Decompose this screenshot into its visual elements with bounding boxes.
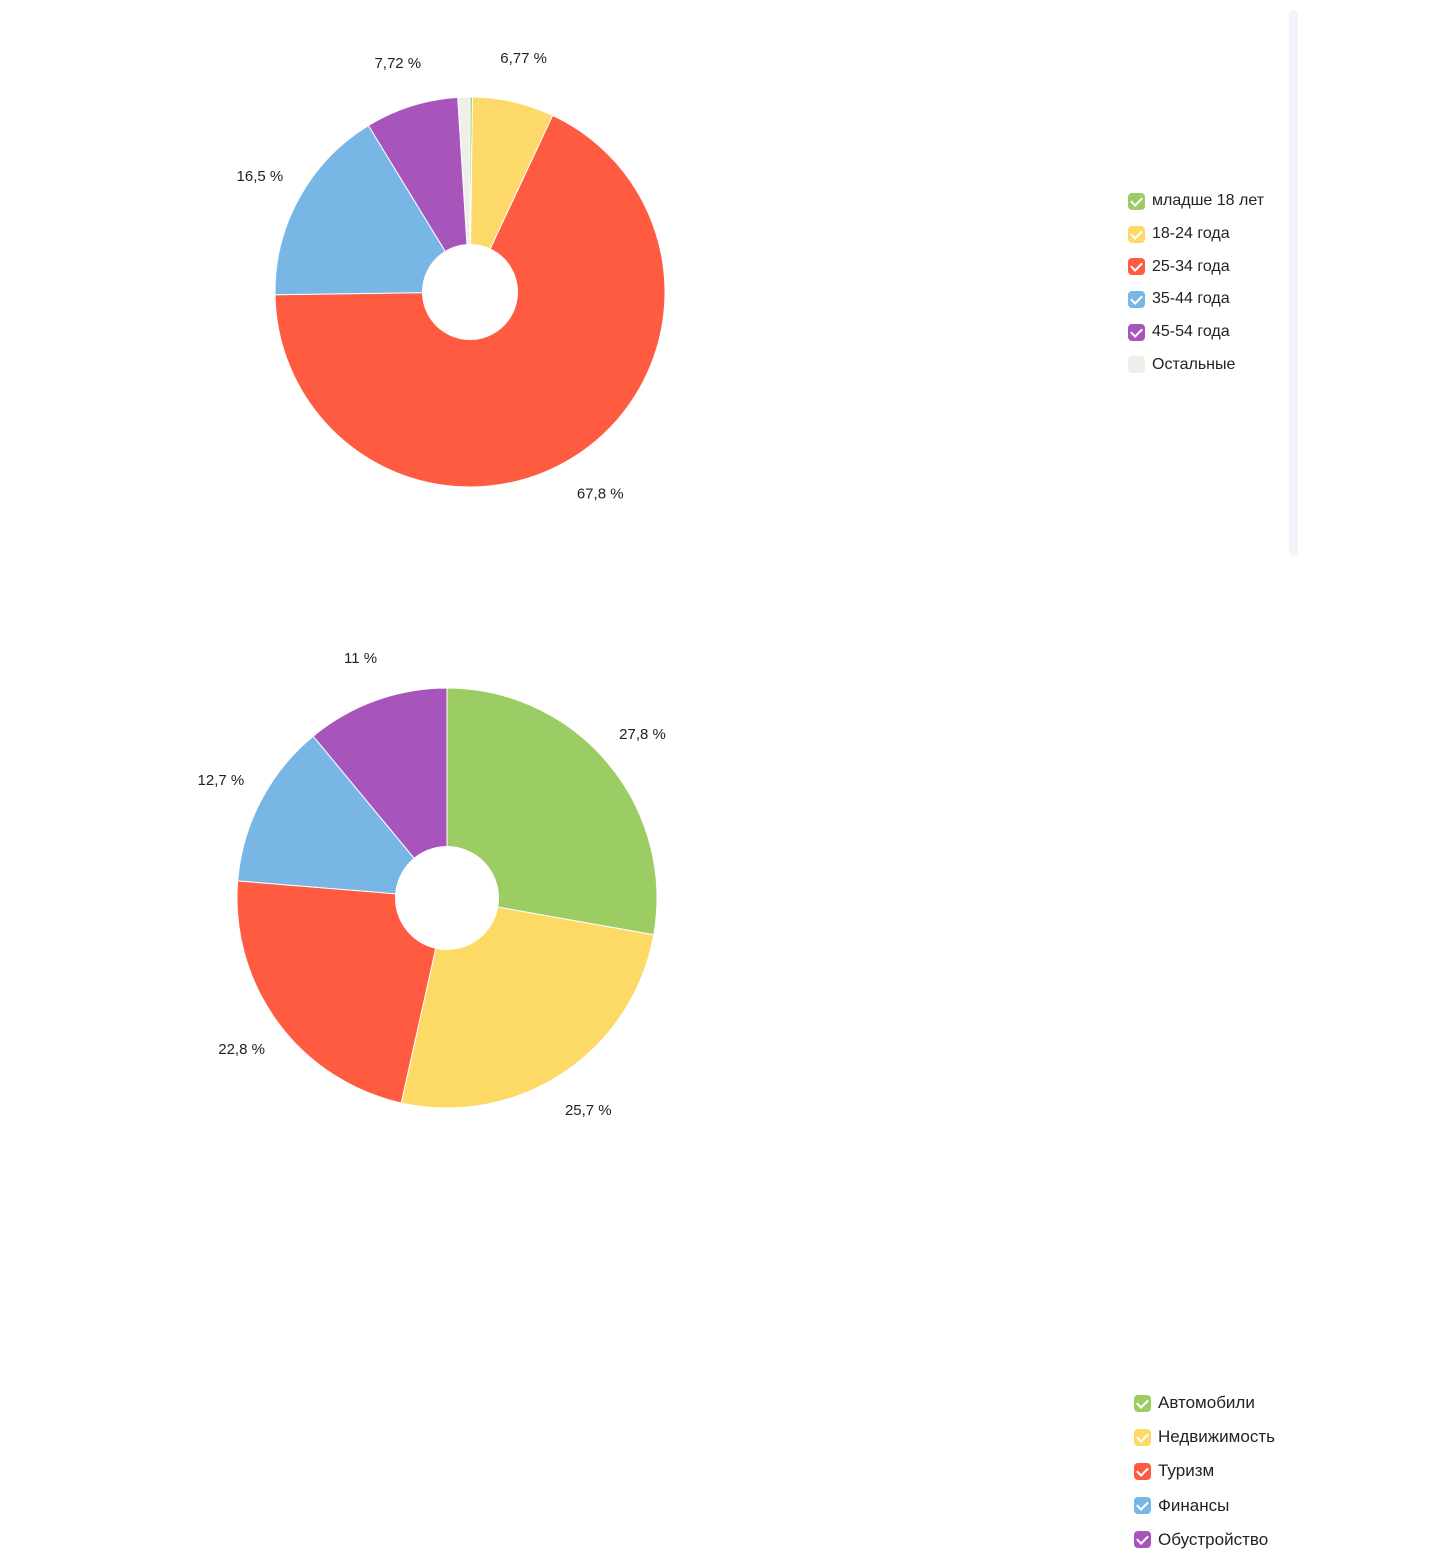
age-legend-item-5[interactable]: 45-54 года	[1128, 316, 1264, 349]
legend-label: Туризм	[1158, 1461, 1215, 1481]
age-slice-5[interactable]	[367, 96, 471, 293]
interest-slice-5-label: 11 %	[344, 650, 377, 667]
interest-donut-hole	[395, 846, 499, 950]
interest-slice-3-label: 22,8 %	[218, 1041, 265, 1058]
age-donut-hole	[422, 244, 518, 340]
age-legend-item-3[interactable]: 25-34 года	[1128, 250, 1264, 283]
interests-donut-chart: 27,8 % 25,7 % 22,8 % 12,7 % 11 %	[198, 650, 666, 1119]
interest-slice-5[interactable]	[312, 687, 448, 900]
interest-slice-4-label: 12,7 %	[198, 772, 245, 789]
age-slice-6[interactable]	[457, 96, 471, 293]
legend-label: Недвижимость	[1158, 1427, 1275, 1447]
legend-label: 25-34 года	[1152, 257, 1230, 275]
checkbox-icon[interactable]	[1128, 290, 1145, 308]
age-legend-item-1[interactable]: младше 18 лет	[1128, 185, 1264, 218]
interest-slice-1-label: 27,8 %	[619, 726, 666, 743]
interest-legend-item-5[interactable]: Обустройство	[1134, 1523, 1275, 1557]
interest-legend-item-4[interactable]: Финансы	[1134, 1489, 1275, 1523]
interest-legend-item-2[interactable]: Недвижимость	[1134, 1420, 1275, 1454]
checkbox-icon[interactable]	[1134, 1462, 1151, 1480]
age-legend: младше 18 лет 18-24 года 25-34 года 35-44 г…	[1128, 185, 1264, 381]
legend-scrollbar[interactable]	[1289, 10, 1298, 556]
checkbox-icon[interactable]	[1128, 356, 1145, 374]
interest-legend-item-3[interactable]: Туризм	[1134, 1454, 1275, 1488]
interest-slice-2-label: 25,7 %	[565, 1102, 612, 1119]
interest-slice-2[interactable]	[400, 897, 655, 1109]
age-slice-4[interactable]	[274, 124, 471, 296]
checkbox-icon[interactable]	[1134, 1428, 1151, 1446]
age-chart-panel: 6,77 % 67,8 % 16,5 % 7,72 % младше 18 лет 18…	[0, 0, 1443, 580]
interest-slice-4[interactable]	[237, 735, 449, 899]
checkbox-icon[interactable]	[1128, 258, 1145, 276]
interest-slice-1[interactable]	[446, 687, 658, 936]
interest-legend-item-1[interactable]: Автомобили	[1134, 1386, 1275, 1420]
checkbox-icon[interactable]	[1134, 1394, 1151, 1412]
checkbox-icon[interactable]	[1134, 1531, 1151, 1549]
legend-label: Автомобили	[1158, 1393, 1255, 1413]
age-donut-chart: 6,77 % 67,8 % 16,5 % 7,72 %	[237, 50, 666, 503]
legend-label: 45-54 года	[1152, 323, 1230, 341]
age-legend-item-6[interactable]: Остальные	[1128, 348, 1264, 381]
legend-label: Финансы	[1158, 1495, 1230, 1515]
checkbox-icon[interactable]	[1128, 225, 1145, 243]
age-slice-4-label: 16,5 %	[237, 168, 284, 185]
interest-slice-3[interactable]	[236, 880, 448, 1104]
checkbox-icon[interactable]	[1128, 323, 1145, 341]
legend-label: младше 18 лет	[1152, 192, 1265, 210]
age-slice-5-label: 7,72 %	[374, 55, 421, 72]
checkbox-icon[interactable]	[1128, 192, 1145, 210]
age-slice-3-label: 67,8 %	[577, 486, 624, 503]
checkbox-icon[interactable]	[1134, 1497, 1151, 1515]
legend-label: 18-24 года	[1152, 225, 1230, 243]
legend-label: Обустройство	[1158, 1529, 1269, 1549]
interests-chart-panel: 27,8 % 25,7 % 22,8 % 12,7 % 11 % Автомобили Н…	[0, 580, 1443, 1549]
legend-label: 35-44 года	[1152, 290, 1230, 308]
interests-legend: Автомобили Недвижимость Туризм Финансы Обуст…	[1134, 1386, 1275, 1557]
age-slice-2-label: 6,77 %	[500, 50, 547, 67]
age-legend-item-4[interactable]: 35-44 года	[1128, 283, 1264, 316]
age-legend-item-2[interactable]: 18-24 года	[1128, 218, 1264, 251]
legend-label: Остальные	[1152, 355, 1236, 373]
